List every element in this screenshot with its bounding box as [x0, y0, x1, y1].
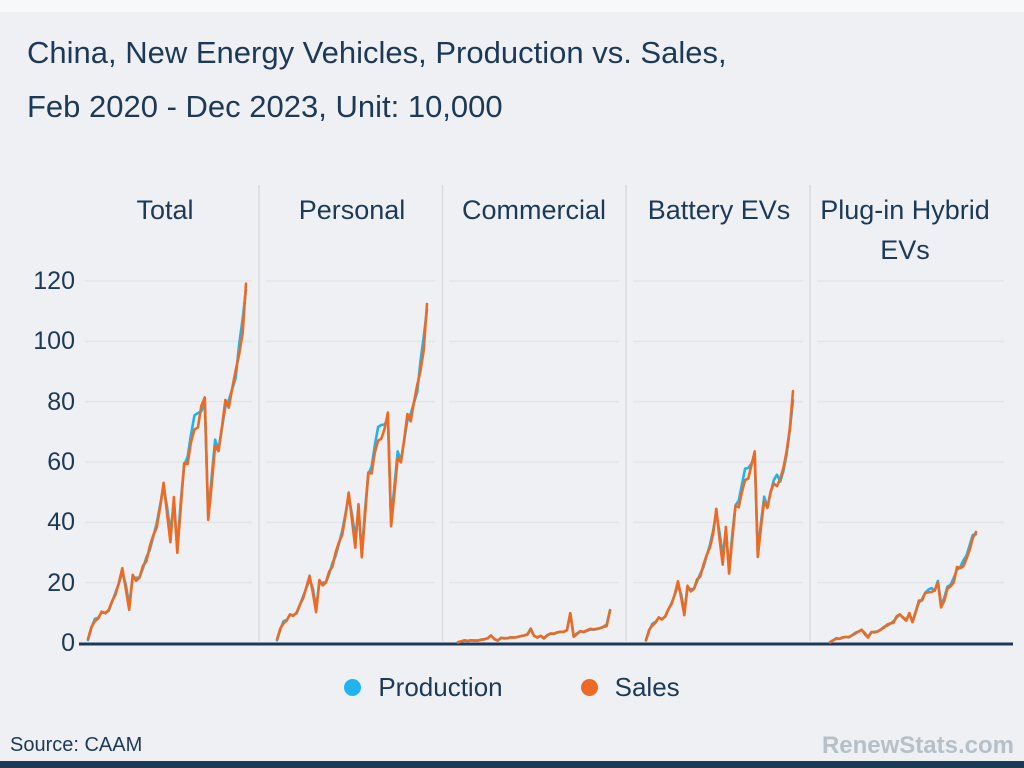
title-line-2: Feb 2020 - Dec 2023, Unit: 10,000	[27, 89, 503, 124]
top-strip	[0, 0, 1024, 12]
facet-header-commercial: Commercial	[461, 195, 607, 225]
production-dot-icon	[344, 679, 362, 696]
chart-legend: Production Sales	[0, 672, 1024, 703]
legend-item-production: Production	[344, 672, 503, 703]
y-tick-label: 40	[47, 508, 75, 537]
facet-header-battery-evs: Battery EVs	[647, 195, 791, 225]
y-tick-label: 120	[33, 267, 75, 295]
y-axis-labels: 0 20 40 60 80 100 120	[0, 0, 75, 700]
title-line-1: China, New Energy Vehicles, Production v…	[27, 35, 727, 70]
facet-header-personal: Personal	[298, 195, 406, 225]
facet-header-total: Total	[136, 195, 194, 225]
facet-header-plug-in-hybrid-evs: Plug-in Hybrid EVs	[820, 195, 990, 265]
source-note: Source: CAAM	[10, 734, 143, 756]
bottom-strip	[0, 761, 1024, 768]
watermark: RenewStats.com	[821, 732, 1014, 759]
legend-label-production: Production	[378, 672, 503, 702]
y-tick-label: 80	[47, 387, 75, 416]
page-title: China, New Energy Vehicles, Production v…	[27, 26, 727, 134]
y-tick-label: 0	[61, 629, 75, 657]
y-tick-label: 20	[47, 568, 75, 597]
y-tick-label: 100	[33, 327, 75, 356]
legend-item-sales: Sales	[580, 672, 680, 703]
y-tick-label: 60	[47, 448, 75, 476]
sales-dot-icon	[580, 679, 598, 696]
legend-label-sales: Sales	[614, 672, 680, 702]
